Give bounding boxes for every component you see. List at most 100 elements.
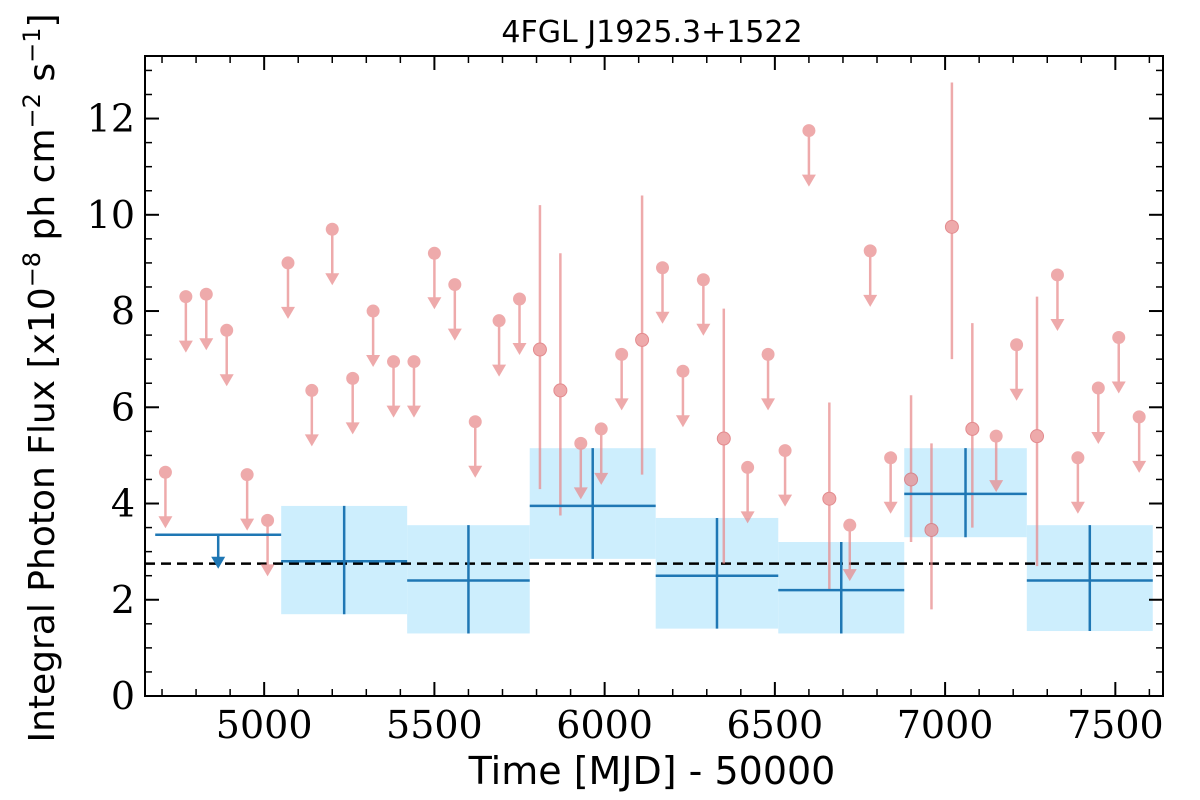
upper-limit-marker <box>158 465 172 479</box>
upper-limit-arrow-head <box>801 174 816 187</box>
upper-limit-arrow-head <box>696 323 711 336</box>
upper-limit-arrow-head <box>989 480 1004 493</box>
upper-limit-arrow-head <box>1070 501 1085 514</box>
upper-limit-marker <box>778 444 792 458</box>
monthly-upper-limit <box>761 347 776 411</box>
monthly-detection <box>904 395 919 543</box>
detection-marker <box>944 219 959 234</box>
upper-limit-marker <box>407 355 421 369</box>
monthly-upper-limit <box>1050 268 1065 331</box>
monthly-upper-limit <box>492 314 507 377</box>
plot-area <box>145 82 1163 634</box>
upper-limit-arrow-head <box>406 405 421 418</box>
monthly-upper-limit <box>675 364 690 428</box>
upper-limit-arrow-head <box>1132 460 1147 473</box>
monthly-detection <box>635 195 650 475</box>
monthly-upper-limit <box>240 468 255 531</box>
upper-limit-marker <box>615 347 629 361</box>
upper-limit-marker <box>199 287 213 301</box>
bin-detection <box>281 505 408 615</box>
y-tick-label: 2 <box>111 578 135 622</box>
upper-limit-marker <box>696 273 710 287</box>
monthly-upper-limit <box>512 292 527 356</box>
upper-limit-marker <box>261 513 275 527</box>
monthly-upper-limit <box>1132 410 1147 473</box>
upper-limit-marker <box>884 451 898 465</box>
upper-limit-marker <box>492 314 506 328</box>
monthly-upper-limit <box>1070 451 1085 514</box>
detection-marker <box>716 431 731 446</box>
monthly-upper-limit <box>655 261 670 324</box>
detection-marker <box>904 472 919 487</box>
monthly-upper-limit <box>1091 381 1106 445</box>
upper-limit-marker <box>802 124 816 138</box>
monthly-upper-limit <box>1009 338 1024 401</box>
upper-limit-marker <box>594 422 608 436</box>
detection-marker <box>924 522 939 537</box>
upper-limit-arrow-head <box>492 364 507 377</box>
upper-limit-marker <box>179 290 193 304</box>
monthly-upper-limit <box>158 465 173 529</box>
upper-limit-arrow-head <box>260 564 275 577</box>
x-tick-label: 5000 <box>216 703 313 747</box>
y-tick-label: 6 <box>111 385 135 429</box>
bin-detection <box>904 448 1027 538</box>
detection-marker <box>822 491 837 506</box>
upper-limit-marker <box>387 355 401 369</box>
upper-limit-arrow-head <box>1091 432 1106 445</box>
monthly-upper-limit <box>427 246 442 310</box>
plot-frame <box>144 55 1164 697</box>
y-tick-label: 4 <box>111 482 135 526</box>
monthly-upper-limit <box>199 287 214 351</box>
upper-limit-arrow-head <box>655 311 670 324</box>
upper-limit-arrow-head <box>468 465 483 478</box>
upper-limit-arrow-head <box>573 487 588 500</box>
bin-detection <box>407 525 530 634</box>
detection-marker <box>553 383 568 398</box>
monthly-upper-limit <box>280 256 295 319</box>
bin-upper-limit <box>155 533 282 569</box>
upper-limit-marker <box>448 278 462 292</box>
bin-detection <box>529 448 656 559</box>
monthly-detection <box>924 443 939 610</box>
upper-limit-marker <box>427 246 441 260</box>
upper-limit-marker <box>1132 410 1146 424</box>
upper-limit-marker <box>366 304 380 318</box>
upper-limit-marker <box>1091 381 1105 395</box>
bin-detection <box>655 517 779 629</box>
monthly-upper-limit <box>219 323 234 387</box>
monthly-upper-limit <box>178 290 193 353</box>
upper-limit-arrow-head <box>178 340 193 353</box>
monthly-upper-limit <box>366 304 381 368</box>
upper-limit-arrow-head <box>1009 388 1024 401</box>
monthly-upper-limit <box>989 429 1004 493</box>
monthly-upper-limit <box>614 347 629 411</box>
monthly-upper-limit <box>325 222 340 286</box>
upper-limit-marker <box>220 323 234 337</box>
monthly-detection <box>716 308 731 564</box>
upper-limit-arrow-head <box>447 328 462 341</box>
upper-limit-arrow-head <box>211 556 226 569</box>
upper-limit-marker <box>468 415 482 429</box>
monthly-upper-limit <box>594 422 609 485</box>
upper-limit-arrow-head <box>761 398 776 411</box>
y-tick-label: 0 <box>111 674 135 718</box>
x-tick-label: 7500 <box>1067 703 1164 747</box>
upper-limit-arrow-head <box>883 501 898 514</box>
upper-limit-marker <box>346 371 360 385</box>
monthly-upper-limit <box>842 518 857 582</box>
upper-limit-marker <box>741 460 755 474</box>
upper-limit-marker <box>656 261 670 275</box>
y-axis-label: Integral Photon Flux [x10−8 ph cm−2 s−1] <box>18 13 63 742</box>
upper-limit-arrow-head <box>594 472 609 485</box>
detection-marker <box>532 342 547 357</box>
monthly-upper-limit <box>345 371 360 435</box>
chart-title: 4FGL J1925.3+1522 <box>501 15 802 50</box>
monthly-upper-limit <box>573 436 588 500</box>
monthly-detection <box>944 82 959 360</box>
axes: 5000 5500 6000 6500 7000 7500 0 2 4 6 8 10 12 <box>87 56 1164 747</box>
upper-limit-arrow-head <box>199 338 214 351</box>
bin-detection <box>1026 525 1153 632</box>
upper-limit-arrow-head <box>1111 381 1126 394</box>
